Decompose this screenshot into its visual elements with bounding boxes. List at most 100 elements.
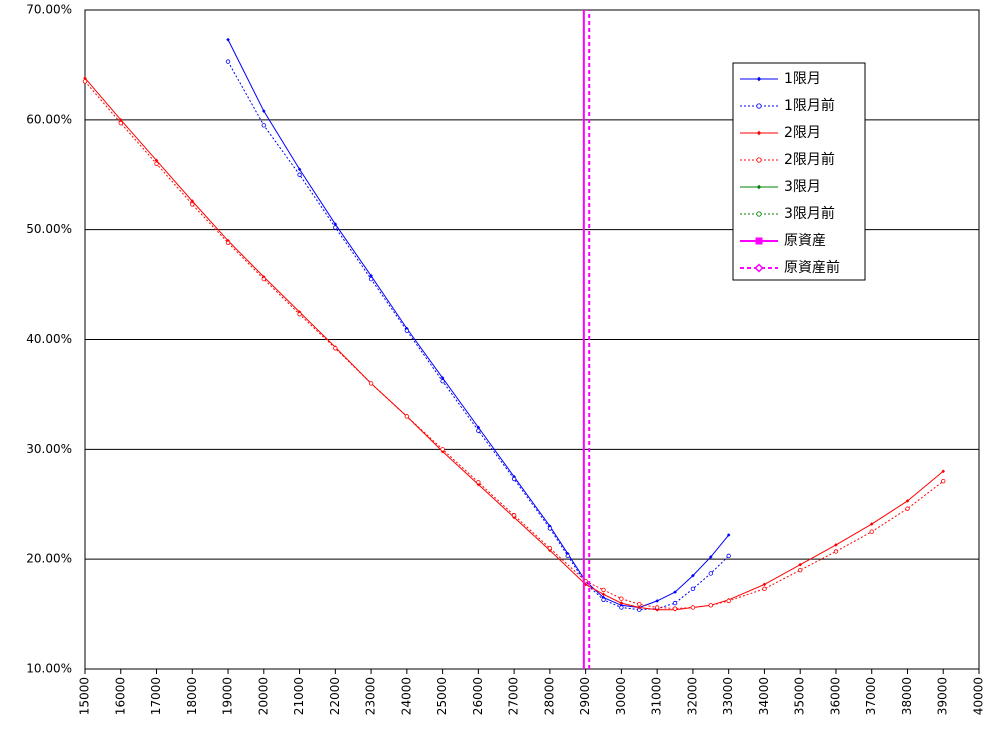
marker <box>798 567 803 573</box>
marker <box>261 276 266 282</box>
marker <box>565 553 570 559</box>
y-tick-label: 60.00% <box>26 112 72 126</box>
y-tick-label: 20.00% <box>26 552 72 566</box>
marker <box>476 480 481 485</box>
marker <box>440 379 445 384</box>
y-tick-label: 40.00% <box>26 332 72 346</box>
x-tick-label: 23000 <box>364 677 378 715</box>
marker <box>756 130 762 136</box>
marker <box>601 592 606 597</box>
marker <box>756 76 762 82</box>
marker <box>941 478 946 484</box>
marker <box>762 582 767 587</box>
x-tick-label: 26000 <box>471 677 485 715</box>
marker <box>619 601 624 605</box>
marker <box>905 506 910 511</box>
marker <box>404 414 410 419</box>
marker <box>834 543 838 547</box>
marker <box>333 222 338 226</box>
legend-box <box>732 62 866 281</box>
marker <box>225 240 231 246</box>
marker <box>476 428 481 433</box>
marker <box>672 606 678 611</box>
y-tick-label: 50.00% <box>26 222 72 236</box>
marker <box>709 555 713 559</box>
x-tick-label: 20000 <box>256 677 270 715</box>
x-tick-label: 25000 <box>435 677 449 715</box>
x-tick-label: 32000 <box>685 677 699 715</box>
marker <box>440 447 445 452</box>
x-tick-label: 33000 <box>721 677 735 715</box>
marker <box>654 605 660 610</box>
marker <box>619 605 624 610</box>
marker <box>756 103 762 109</box>
marker <box>941 469 946 474</box>
marker <box>708 603 713 608</box>
marker <box>547 526 553 531</box>
marker <box>756 157 762 163</box>
marker <box>190 202 195 207</box>
marker <box>82 79 88 84</box>
marker <box>118 120 123 126</box>
x-tick-label: 18000 <box>185 677 199 715</box>
x-tick-label: 28000 <box>542 677 556 715</box>
marker <box>368 381 374 386</box>
marker <box>755 237 763 245</box>
marker <box>869 529 874 534</box>
marker <box>726 553 731 559</box>
x-tick-label: 36000 <box>828 677 842 715</box>
marker <box>547 545 553 551</box>
x-tick-label: 37000 <box>864 677 878 715</box>
marker <box>762 586 767 592</box>
marker <box>756 211 762 217</box>
marker <box>672 600 678 606</box>
legend-label: 2限月前 <box>784 151 835 168</box>
x-tick-label: 22000 <box>328 677 342 715</box>
marker <box>333 346 338 351</box>
marker <box>708 571 713 576</box>
legend-label: 3限月前 <box>784 205 835 222</box>
marker <box>369 273 373 278</box>
x-tick-label: 31000 <box>650 677 664 715</box>
marker <box>154 158 159 163</box>
marker <box>476 425 481 430</box>
legend-label: 原資産 <box>784 233 826 249</box>
marker <box>297 167 302 172</box>
x-tick-label: 27000 <box>507 677 521 715</box>
marker <box>261 123 266 128</box>
marker <box>440 376 445 380</box>
marker <box>297 312 302 317</box>
x-tick-label: 38000 <box>900 677 914 715</box>
marker <box>869 522 874 526</box>
marker <box>833 549 839 554</box>
marker <box>756 184 762 190</box>
legend-label: 原資産前 <box>784 259 840 276</box>
marker <box>225 59 231 64</box>
x-tick-label: 35000 <box>793 677 807 715</box>
marker <box>673 590 677 594</box>
marker <box>601 587 606 593</box>
legend-label: 2限月 <box>784 125 821 141</box>
marker <box>754 263 764 273</box>
marker <box>690 586 696 592</box>
x-tick-label: 40000 <box>972 677 986 715</box>
x-tick-label: 21000 <box>292 677 306 715</box>
x-tick-label: 29000 <box>578 677 592 715</box>
x-tick-label: 24000 <box>399 677 413 715</box>
y-tick-label: 10.00% <box>26 662 72 676</box>
x-tick-label: 34000 <box>757 677 771 715</box>
x-tick-label: 17000 <box>149 677 163 715</box>
marker <box>905 499 910 503</box>
legend-label: 3限月 <box>784 179 821 195</box>
y-tick-label: 30.00% <box>26 442 72 456</box>
legend-label: 1限月前 <box>784 97 835 114</box>
x-tick-label: 19000 <box>221 677 235 715</box>
marker <box>297 172 302 177</box>
plot: 10.00% 20.00% 30.00% 40.00% 50.00% 60.00% 70.0… <box>26 3 985 716</box>
marker <box>118 118 123 122</box>
marker <box>190 199 195 203</box>
marker <box>726 598 731 604</box>
marker <box>511 476 517 482</box>
